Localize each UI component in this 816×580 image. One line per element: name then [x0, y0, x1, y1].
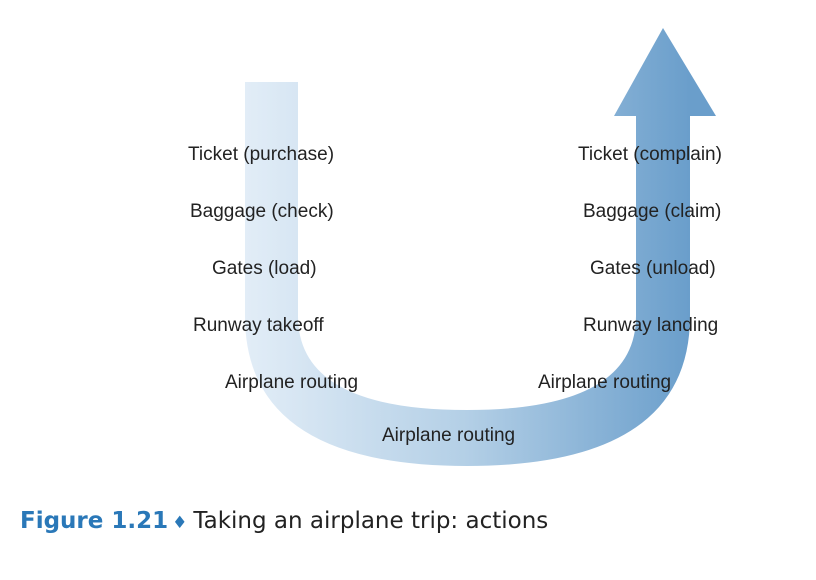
left-step-runway: Runway takeoff: [193, 315, 324, 336]
caption-text: Taking an airplane trip: actions: [193, 508, 549, 534]
u-shaped-arrow-diagram: [245, 28, 716, 466]
bottom-step-routing: Airplane routing: [382, 425, 516, 446]
right-step-gates: Gates (unload): [590, 258, 716, 279]
right-step-routing: Airplane routing: [538, 372, 672, 393]
figure-number: Figure 1.21: [20, 508, 169, 534]
figure-caption: Figure 1.21 ♦ Taking an airplane trip: act…: [20, 506, 548, 538]
u-arrow-shape: [245, 28, 716, 466]
left-step-routing: Airplane routing: [225, 372, 359, 393]
right-step-baggage: Baggage (claim): [583, 201, 722, 222]
left-step-baggage: Baggage (check): [190, 201, 334, 222]
right-step-ticket: Ticket (complain): [578, 144, 722, 165]
diamond-icon: ♦: [172, 513, 188, 533]
left-step-ticket: Ticket (purchase): [188, 144, 335, 165]
left-step-gates: Gates (load): [212, 258, 317, 279]
right-step-runway: Runway landing: [583, 315, 719, 336]
